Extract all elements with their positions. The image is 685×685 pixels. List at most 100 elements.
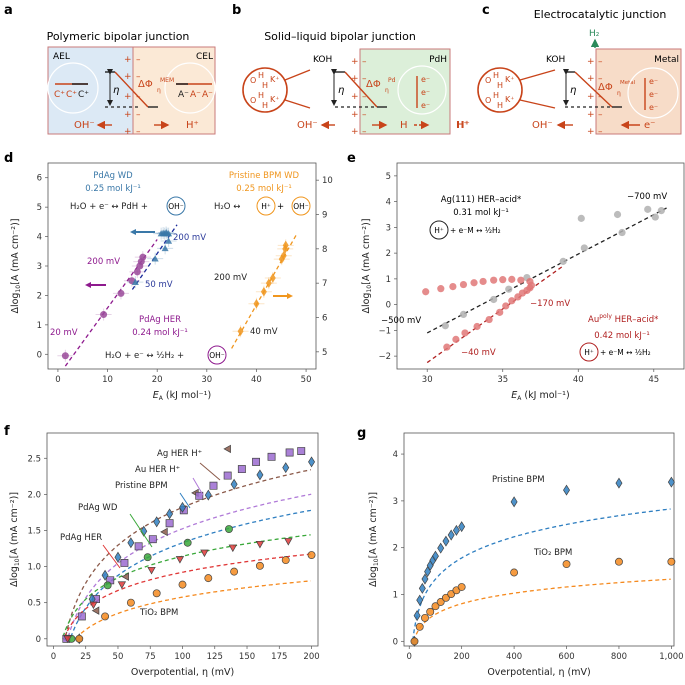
y-tick-label: 0 [36,635,41,645]
data-point [577,214,585,222]
label-tio2-bpm: TiO₂ BPM [139,608,178,618]
y-tick-label: 3 [393,497,398,507]
data-point [256,469,264,481]
x-tick-label: 1,000 [659,652,683,662]
y2-tick-label: 5 [322,348,327,358]
data-point [161,244,169,252]
data-point [651,213,659,221]
data-point [297,447,306,456]
metal-region [595,48,682,135]
data-point [114,551,122,563]
panel-c: c Electrocatalytic junction H₂ KOH Metal… [457,3,682,137]
electron: e⁻ [421,75,430,84]
au-title: Aupoly HER–acid* [588,313,658,325]
data-point [281,556,290,565]
x-tick-label: 0 [51,652,56,662]
data-point [479,277,487,286]
plus-sign: + [587,92,595,102]
data-point [580,244,588,252]
data-point [667,557,676,566]
y-axis-label: Δlog10[A (mA cm⁻²)] [361,218,373,313]
data-point [563,484,570,496]
chart-d: 0 10 20 30 40 50 0 1 2 3 4 5 6 EA (kJ mol⁻¹) Δlog10[A … [10,162,333,402]
eta-label: η [113,85,119,96]
data-point [667,476,675,488]
panel-label-b: b [232,3,241,18]
plus-sign: + [124,127,132,137]
y-tick-label: −2 [378,352,391,362]
fit-line [426,206,670,334]
y-tick-label: 2 [386,249,391,259]
minus-sign: – [362,57,367,67]
data-point [117,581,127,589]
svg-text:H: H [258,91,264,100]
y-tick-label: 4 [393,450,398,460]
leader-line [102,544,121,569]
fit-curve [62,534,311,637]
data-point [282,240,289,251]
x-tick-label: 40 [251,375,262,385]
fit-line [64,239,158,367]
svg-text:O: O [250,76,256,85]
data-point [89,601,98,610]
data-point [204,574,213,583]
svg-text:H: H [497,101,503,110]
leader-line [192,477,204,496]
pdag-wd-slope: 0.25 mol kJ⁻¹ [85,184,141,194]
pristine-h-circle: H⁺ [261,202,271,211]
x-tick-label: 75 [145,652,156,662]
data-point [151,255,159,262]
data-point [140,525,148,537]
label-pristine-bpm: Pristine BPM [115,481,168,491]
cel-zoom-circle [164,62,216,114]
fit-curve [65,469,312,636]
data-point [615,557,623,566]
data-point [441,593,450,602]
x-tick-label: 10 [102,375,113,385]
data-point [413,610,421,622]
data-point [449,283,457,291]
label-20mv-her: 20 mV [50,328,78,338]
data-point [100,311,108,319]
data-point [437,542,445,554]
pdag-her-oh-circle: OH⁻ [209,351,225,360]
y-tick-label: 2 [37,291,42,301]
label-40mv: −40 mV [461,348,496,358]
fit-curve [75,580,311,639]
pristine-oh-circle: OH⁻ [293,202,309,211]
panel-label-f: f [4,424,10,439]
data-point [562,560,571,569]
plus-sign: + [351,57,359,67]
data-point [175,556,185,564]
data-point [230,567,239,576]
x-tick-label: 800 [611,652,627,662]
ael-label: AEL [53,52,70,62]
pdag-her-equation: H₂O + e⁻ ↔ ½H₂ + [105,351,184,361]
label-500mv: −500 mV [381,316,421,326]
ag-title: Ag(111) HER–acid* [441,195,522,205]
y-tick-label: 1.5 [27,526,41,536]
svg-text:H: H [493,91,499,100]
data-point [426,607,435,616]
data-point [91,606,100,615]
data-point [508,297,516,305]
chart-e-annotations: Ag(111) HER–acid* 0.31 mol kJ⁻¹ H⁺ + e⁻M… [381,192,667,362]
data-point [178,580,187,589]
chart-g: 0 200 400 600 800 1,000 0 1 2 3 4 Overpotential, η … [368,432,684,678]
data-point [473,322,481,331]
data-point [200,549,209,558]
panel-c-title: Electrocatalytic junction [534,8,667,21]
data-point [160,527,168,537]
panel-label-e: e [347,151,356,166]
anion-2: A⁻ [190,90,201,100]
minus-sign: – [136,110,141,120]
pdag-her-title: PdAg HER [139,315,181,325]
fit-curve [67,493,312,637]
data-point [166,508,174,520]
fit-curve [412,508,671,641]
pdh-zoom-circle [397,65,447,115]
delta-phi-label-b: ΔΦ [366,79,381,90]
data-point [148,535,157,544]
data-point [204,489,212,501]
